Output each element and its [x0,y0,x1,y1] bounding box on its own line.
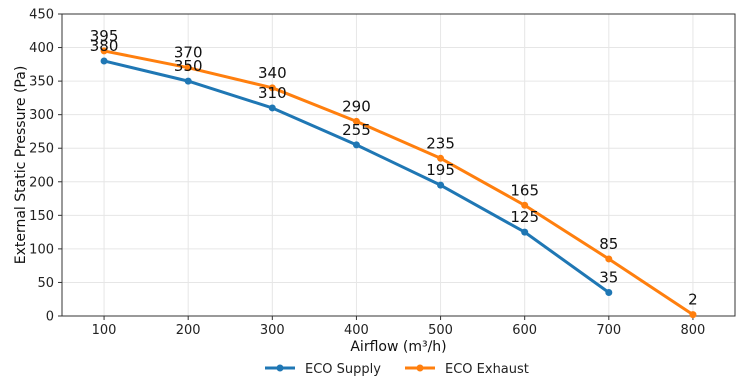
data-label-eco-supply: 35 [599,269,618,287]
y-tick-label: 400 [29,41,54,56]
y-tick-label: 350 [29,75,54,90]
data-point-eco-supply [605,289,613,297]
data-label-eco-exhaust: 395 [90,27,119,45]
x-axis-title: Airflow (m³/h) [350,339,446,355]
legend-marker-eco-exhaust [416,364,424,372]
series-line-eco-exhaust [103,49,694,316]
legend-marker-eco-supply [276,364,284,372]
y-tick-label: 100 [29,242,54,257]
data-point-eco-exhaust [521,201,529,209]
data-point-eco-exhaust [605,255,613,263]
data-point-eco-supply [521,228,529,236]
legend-label-eco-exhaust: ECO Exhaust [445,362,529,377]
y-tick-label: 450 [29,8,54,23]
data-label-eco-exhaust: 370 [174,44,203,62]
x-tick-label: 700 [596,323,621,338]
data-point-eco-supply [268,104,276,112]
y-tick-label: 200 [29,175,54,190]
y-axis-title: External Static Pressure (Pa) [13,66,29,265]
data-point-eco-exhaust [437,154,445,162]
data-label-eco-supply: 380 [90,37,119,55]
data-point-eco-exhaust [100,47,108,55]
data-point-eco-supply [352,141,360,149]
data-point-eco-exhaust [689,311,697,319]
data-label-eco-supply: 310 [258,84,287,102]
data-labels: 380 350 310 255 195 125 35 395 370 340 290 235 165 85… [90,27,698,309]
legend: ECO Supply ECO Exhaust [265,362,529,377]
data-point-eco-supply [184,77,192,85]
x-tick-label: 600 [512,323,537,338]
data-point-eco-exhaust [268,84,276,92]
data-label-eco-exhaust: 290 [342,97,371,115]
y-tick-label: 0 [46,310,54,325]
x-tick-label: 500 [428,323,453,338]
y-tick-label: 150 [29,209,54,224]
y-tick-label: 250 [29,142,54,157]
x-tick-label: 200 [176,323,201,338]
x-tick-label: 800 [681,323,706,338]
data-label-eco-supply: 255 [342,121,371,139]
y-tick-label: 300 [29,108,54,123]
plot-area-frame [61,13,736,317]
series-lines [100,47,697,319]
data-point-eco-exhaust [352,117,360,125]
legend-label-eco-supply: ECO Supply [305,362,381,377]
data-label-eco-exhaust: 2 [688,291,698,309]
data-label-eco-supply: 125 [510,208,539,226]
data-point-eco-supply [100,57,108,65]
data-label-eco-exhaust: 85 [599,235,618,253]
x-tick-label: 400 [344,323,369,338]
x-tick-label: 100 [92,323,117,338]
data-point-eco-supply [437,181,445,189]
data-label-eco-supply: 350 [174,57,203,75]
data-label-eco-supply: 195 [426,161,455,179]
y-tick-label: 50 [37,276,54,291]
data-label-eco-exhaust: 340 [258,64,287,82]
data-label-eco-exhaust: 235 [426,134,455,152]
x-tick-label: 300 [260,323,285,338]
legend-item-eco-supply: ECO Supply [265,362,381,377]
legend-item-eco-exhaust: ECO Exhaust [405,362,529,377]
axis-ticks: 100 200 300 400 500 600 700 800 0 50 100 150 200 250 3… [29,8,705,339]
data-label-eco-exhaust: 165 [510,181,539,199]
data-point-eco-exhaust [184,64,192,72]
